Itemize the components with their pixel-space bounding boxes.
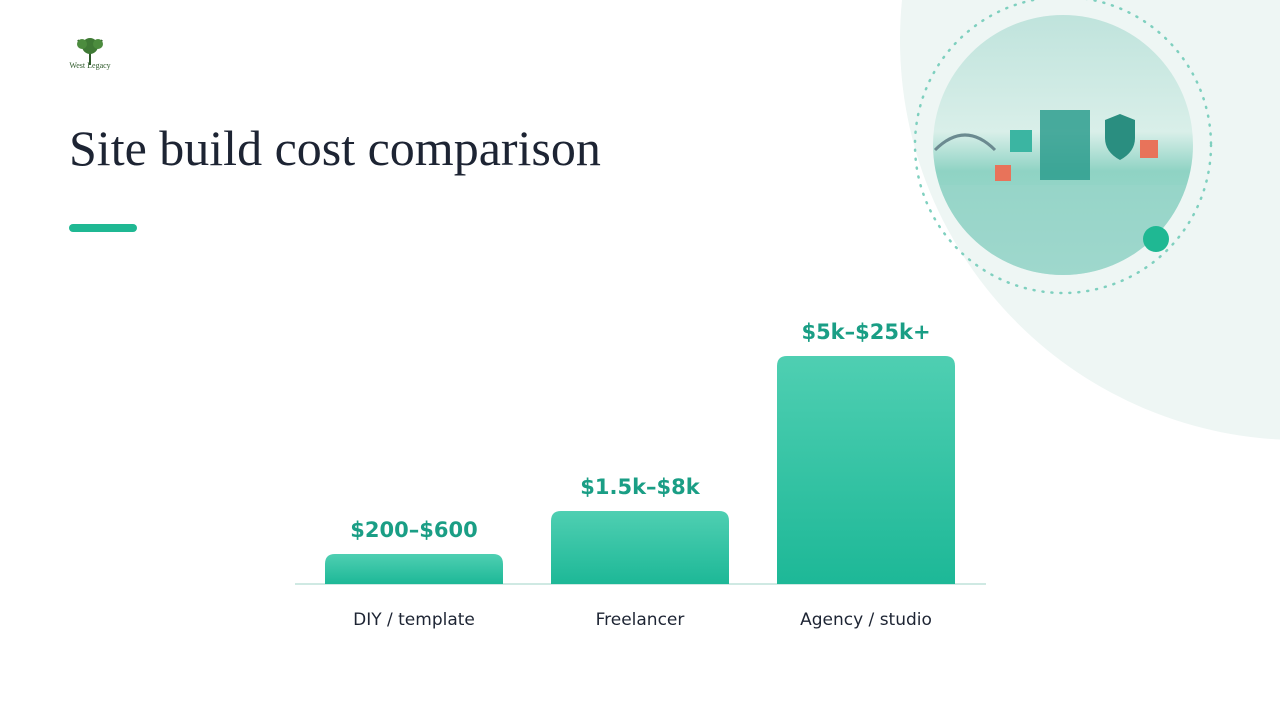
value-label: $5k–$25k+ [801, 320, 930, 344]
dotted-ring [913, 0, 1213, 295]
bar [777, 356, 955, 584]
bar [551, 511, 729, 584]
value-label: $1.5k–$8k [580, 475, 701, 499]
logo: West Legacy [69, 38, 111, 70]
value-label: $200–$600 [350, 518, 477, 542]
x-tick-label: Freelancer [596, 610, 685, 630]
x-tick-label: Agency / studio [800, 610, 932, 630]
bar [325, 554, 503, 584]
brand-name: West Legacy [69, 61, 110, 70]
title-underline [69, 224, 137, 232]
x-tick-label: DIY / template [353, 610, 475, 630]
accent-dot [1143, 226, 1169, 252]
chart-title: Site build cost comparison [69, 120, 601, 176]
